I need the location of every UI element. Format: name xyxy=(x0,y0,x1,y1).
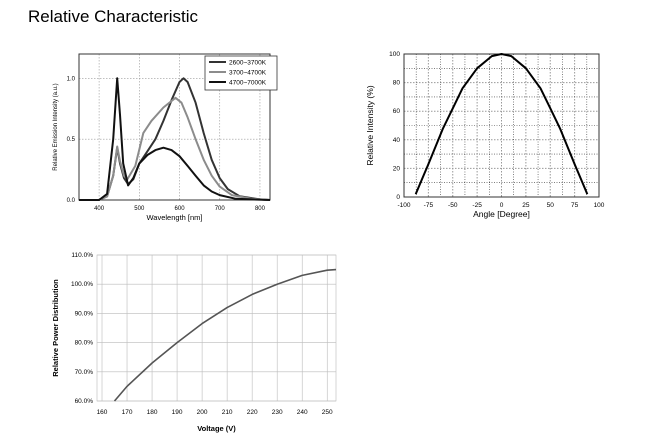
x-tick-label: 500 xyxy=(134,206,145,212)
x-tick-label: 220 xyxy=(247,409,258,416)
x-tick-label: 0 xyxy=(500,202,504,209)
x-axis-label: Wavelength [nm] xyxy=(147,213,203,222)
x-tick-label: 170 xyxy=(122,409,133,416)
x-tick-label: 210 xyxy=(222,409,233,416)
x-tick-label: 240 xyxy=(297,409,308,416)
y-tick-label: 80.0% xyxy=(75,340,94,347)
y-axis-label: Relative Emission Intensity (a.u.) xyxy=(53,83,59,170)
legend-box xyxy=(204,55,278,91)
x-tick-label: 75 xyxy=(571,202,579,209)
x-tick-label: -50 xyxy=(448,202,458,209)
x-tick-label: 190 xyxy=(172,409,183,416)
x-tick-label: 160 xyxy=(97,409,108,416)
y-tick-label: 70.0% xyxy=(75,369,94,376)
y-tick-label: 80 xyxy=(393,80,401,87)
x-tick-label: 700 xyxy=(215,206,226,212)
y-tick-label: 0 xyxy=(396,194,400,201)
x-tick-label: -100 xyxy=(397,202,410,209)
series-line-power xyxy=(113,268,337,402)
x-tick-label: 250 xyxy=(322,409,333,416)
series-line-4700~7000K xyxy=(79,77,271,201)
x-tick-label: -75 xyxy=(424,202,434,209)
plot-frame xyxy=(96,254,337,402)
series-line-3700~4700K xyxy=(79,96,271,201)
y-tick-label: 0.5 xyxy=(67,137,76,143)
y-tick-label: 20 xyxy=(393,165,401,172)
x-tick-label: 800 xyxy=(255,206,266,212)
y-tick-label: 60.0% xyxy=(75,398,94,405)
y-tick-label: 40 xyxy=(393,137,401,144)
x-axis-label: Angle [Degree] xyxy=(473,209,530,219)
legend-label: 4700~7000K xyxy=(229,80,267,87)
x-tick-label: 180 xyxy=(147,409,158,416)
y-tick-label: 110.0% xyxy=(71,252,93,259)
x-tick-label: 230 xyxy=(272,409,283,416)
x-tick-label: 600 xyxy=(175,206,186,212)
x-tick-label: 100 xyxy=(594,202,605,209)
y-tick-label: 90.0% xyxy=(75,310,94,317)
legend-label: 3700~4700K xyxy=(229,70,267,77)
y-axis-label: Relative Power Distribution xyxy=(51,279,60,377)
x-tick-label: -25 xyxy=(472,202,482,209)
plot-frame xyxy=(78,53,271,201)
x-tick-label: 200 xyxy=(197,409,208,416)
y-tick-label: 100.0% xyxy=(71,281,93,288)
y-tick-label: 0.0 xyxy=(67,198,76,204)
y-tick-label: 60 xyxy=(393,108,401,115)
x-tick-label: 50 xyxy=(547,202,555,209)
page-title: Relative Characteristic xyxy=(28,7,199,26)
x-tick-label: 400 xyxy=(94,206,105,212)
legend-label: 2600~3700K xyxy=(229,60,267,67)
y-axis-label: Relative Intensity (%) xyxy=(365,85,375,165)
y-tick-label: 100 xyxy=(389,51,400,58)
x-tick-label: 25 xyxy=(522,202,530,209)
x-axis-label: Voltage (V) xyxy=(197,424,236,433)
series-line-intensity xyxy=(414,53,589,195)
y-tick-label: 1.0 xyxy=(67,76,76,82)
